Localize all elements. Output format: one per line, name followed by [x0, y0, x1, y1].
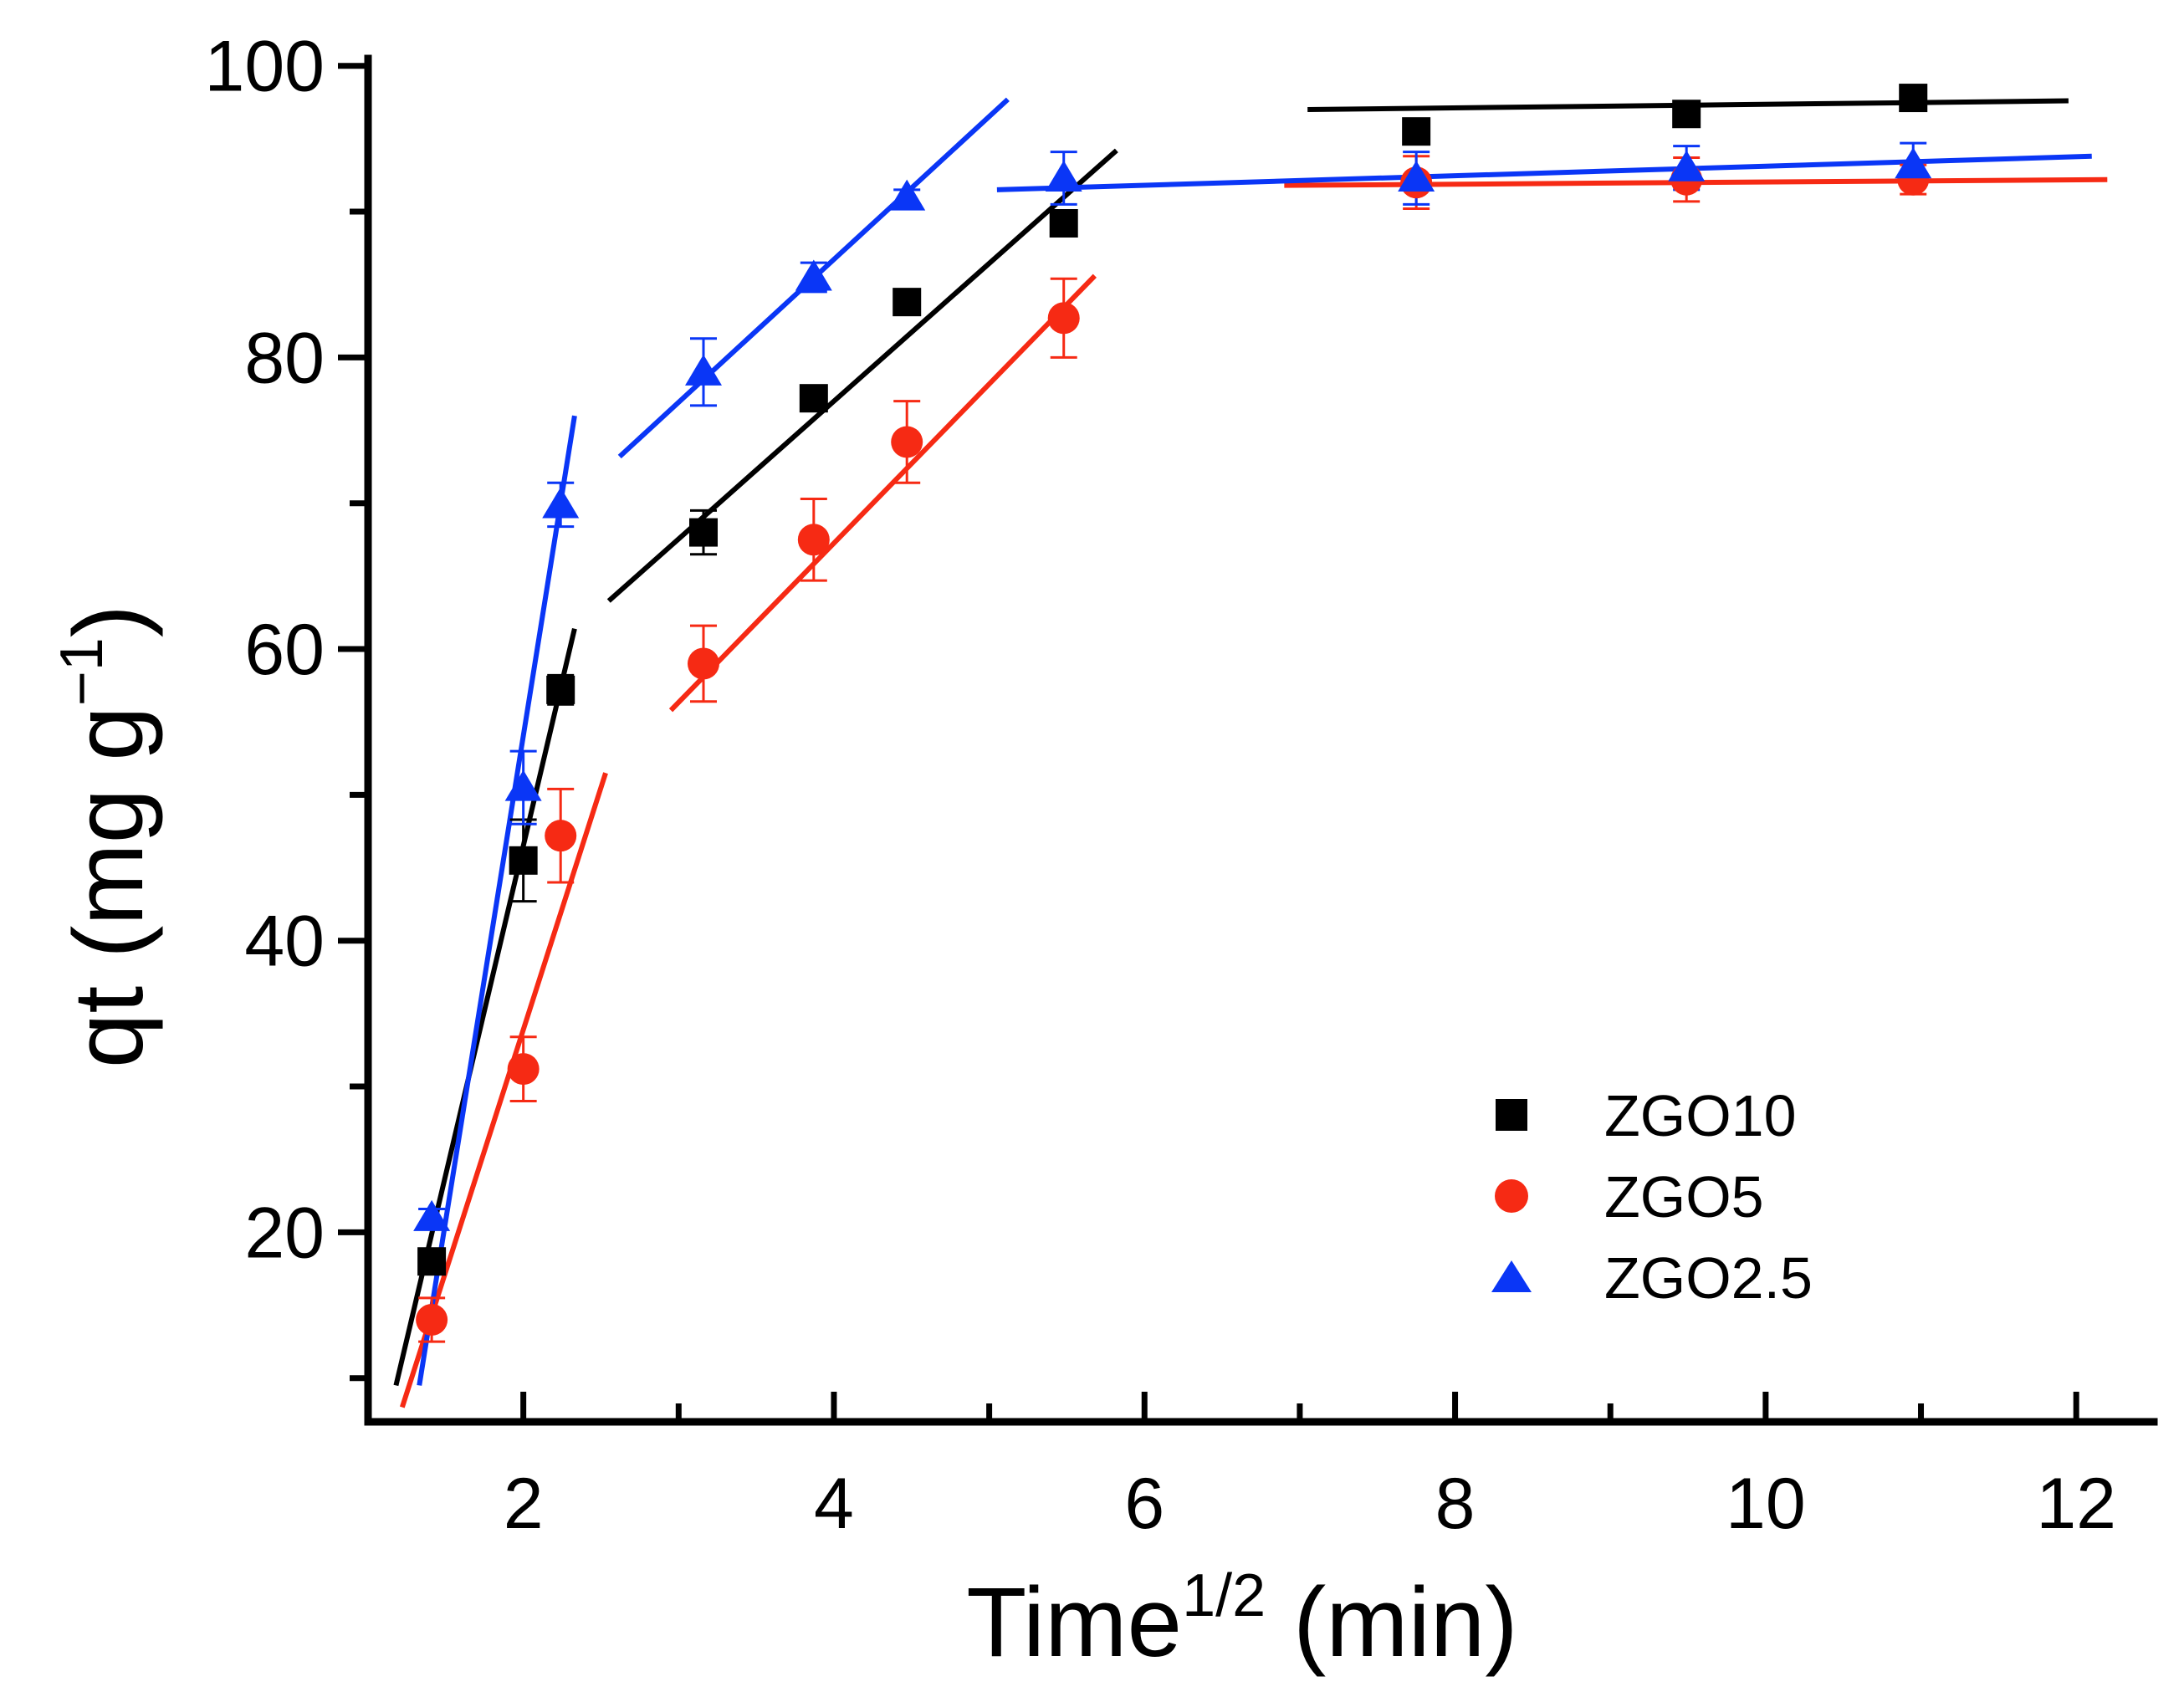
x-axis-title: Time1/2 (min) — [966, 1562, 1517, 1678]
data-point-zgo10 — [509, 846, 538, 875]
data-markers — [413, 84, 1932, 1336]
data-point-zgo2-5 — [1895, 147, 1932, 179]
y-tick-label: 100 — [205, 27, 325, 107]
legend-marker-zgo2-5 — [1491, 1260, 1532, 1292]
data-point-zgo10 — [417, 1247, 447, 1276]
legend-label-zgo10: ZGO10 — [1604, 1083, 1797, 1148]
data-point-zgo2-5 — [1045, 160, 1082, 192]
x-tick-label: 12 — [2036, 1464, 2116, 1544]
legend-marker-zgo10 — [1496, 1099, 1527, 1131]
x-tick-label: 8 — [1435, 1464, 1476, 1544]
data-point-zgo10 — [546, 675, 575, 704]
fit-line-zgo5 — [668, 273, 1097, 713]
legend-marker-zgo5 — [1495, 1179, 1528, 1213]
y-tick-label: 40 — [244, 902, 325, 982]
data-point-zgo10 — [1899, 84, 1928, 113]
data-point-zgo5 — [507, 1053, 540, 1086]
data-point-zgo2-5 — [413, 1199, 451, 1231]
fit-line-zgo10 — [606, 148, 1118, 603]
legend: ZGO10 ZGO5 ZGO2.5 — [1491, 1083, 1813, 1311]
y-tick-label: 20 — [244, 1193, 325, 1273]
data-point-zgo5 — [416, 1303, 448, 1336]
legend-label-zgo5: ZGO5 — [1604, 1164, 1764, 1229]
x-tick-label: 4 — [814, 1464, 854, 1544]
y-tick-label: 80 — [244, 318, 325, 398]
data-point-zgo2-5 — [795, 259, 832, 291]
data-point-zgo2-5 — [685, 354, 723, 386]
data-point-zgo5 — [545, 820, 577, 852]
data-point-zgo10 — [1049, 208, 1078, 238]
data-point-zgo2-5 — [504, 769, 542, 801]
data-point-zgo2-5 — [1398, 160, 1435, 192]
data-point-zgo10 — [1672, 100, 1701, 129]
axes: 2 4 6 8 10 12 20 40 60 80 100 — [205, 27, 2158, 1544]
x-tick-label: 6 — [1124, 1464, 1164, 1544]
data-point-zgo2-5 — [542, 487, 580, 519]
fit-line-zgo2-5 — [417, 415, 577, 1386]
x-tick-label: 2 — [504, 1464, 544, 1544]
data-point-zgo2-5 — [888, 179, 926, 211]
data-point-zgo10 — [799, 384, 828, 413]
x-tick-label: 10 — [1726, 1464, 1806, 1544]
fit-lines — [393, 97, 2108, 1408]
data-point-zgo2-5 — [1668, 150, 1706, 181]
data-point-zgo5 — [688, 647, 720, 680]
y-tick-label: 60 — [244, 610, 325, 690]
data-point-zgo10 — [893, 288, 922, 317]
data-point-zgo5 — [797, 524, 830, 556]
data-point-zgo5 — [1047, 302, 1080, 335]
data-point-zgo10 — [1402, 117, 1431, 146]
data-point-zgo10 — [689, 518, 719, 547]
legend-label-zgo2-5: ZGO2.5 — [1604, 1245, 1813, 1311]
error-bars — [418, 88, 1927, 1343]
fit-line-zgo5 — [399, 772, 608, 1408]
data-point-zgo5 — [891, 426, 923, 458]
y-axis-title: qt (mg g−1) — [49, 605, 164, 1068]
